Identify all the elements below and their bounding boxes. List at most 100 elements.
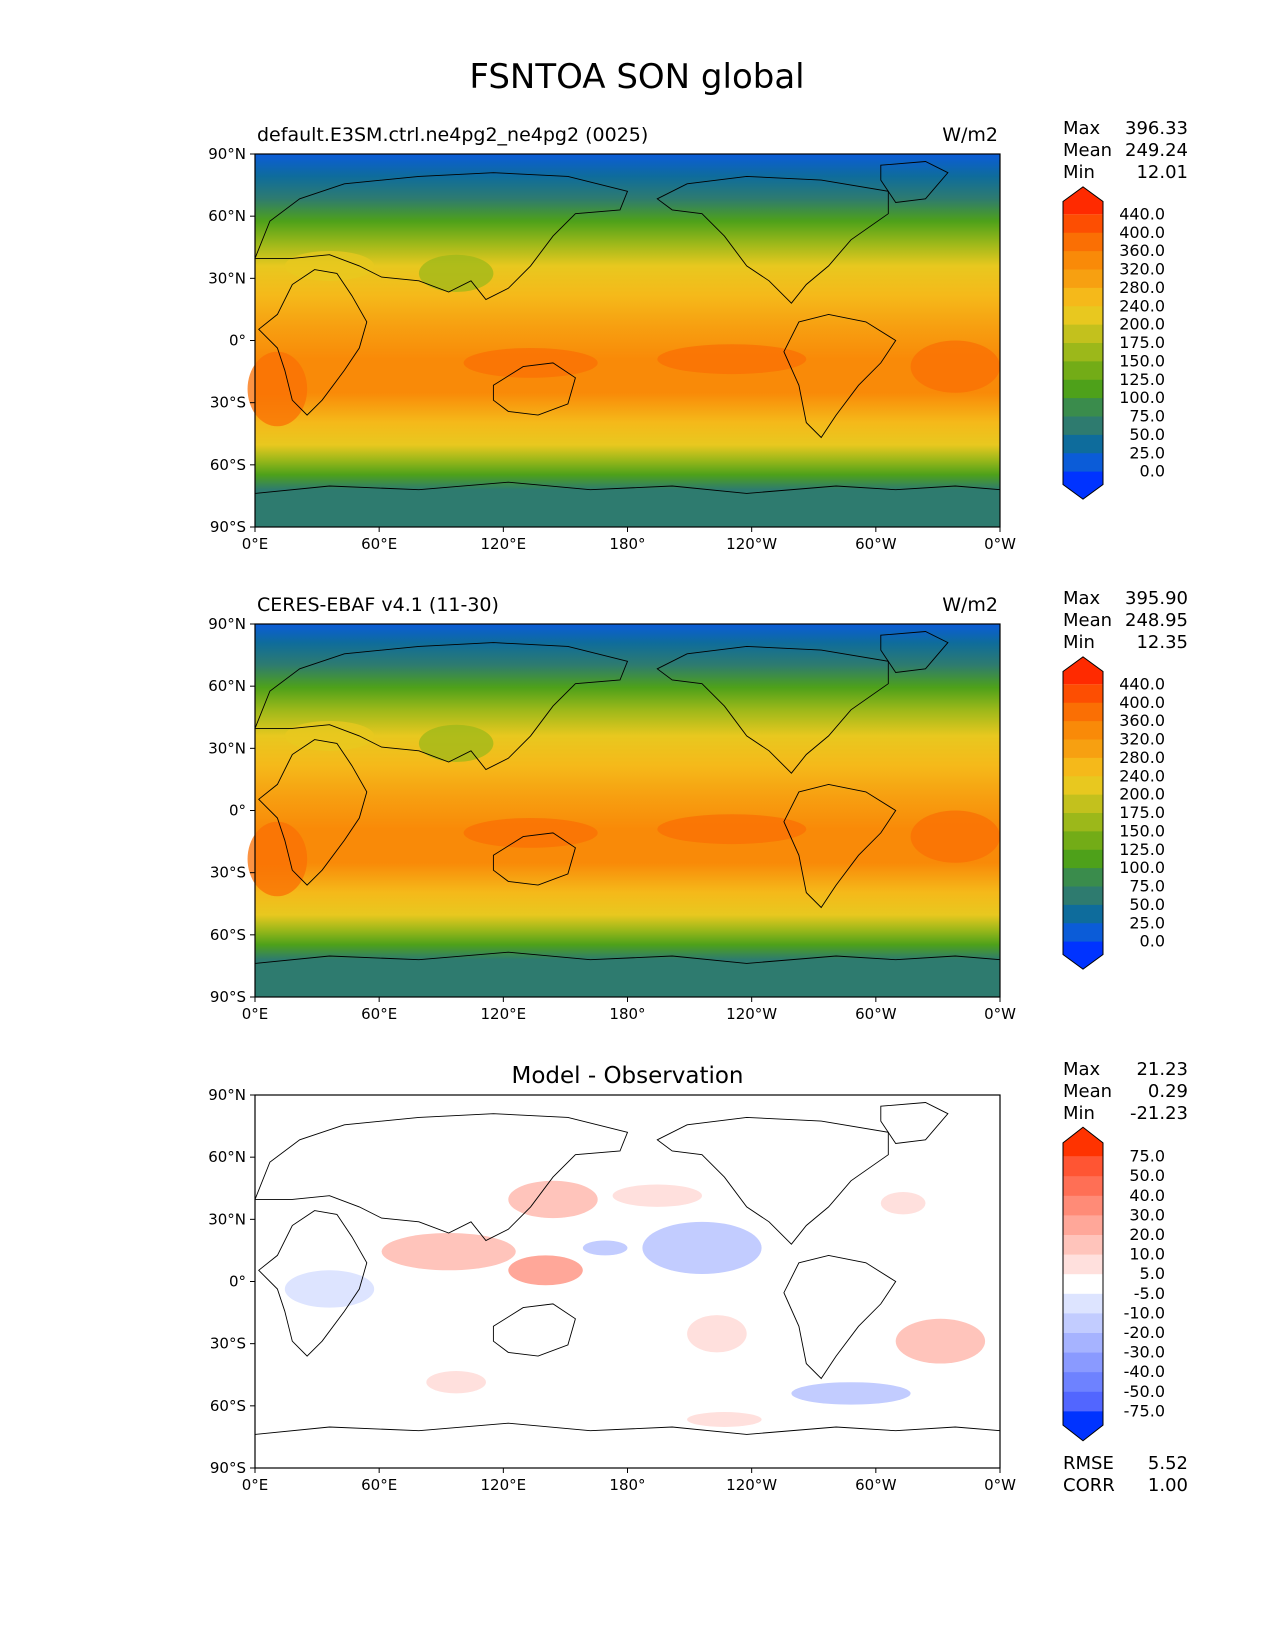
colorbar-segment — [1063, 1274, 1103, 1295]
colorbar-tick-label: 50.0 — [1129, 895, 1165, 914]
colorbar-segment — [1063, 1176, 1103, 1197]
colorbar-tick-label: 240.0 — [1119, 296, 1165, 315]
colorbar-segment — [1063, 453, 1103, 473]
coastline — [492, 832, 576, 886]
colorbar-segment — [1063, 214, 1103, 234]
colorbar-tick-label: 280.0 — [1119, 278, 1165, 297]
x-tick-label: 0°W — [984, 1476, 1016, 1494]
metric-label: RMSE — [1063, 1453, 1114, 1474]
y-tick-label: 30°N — [208, 269, 246, 287]
colorbar-segment — [1063, 868, 1103, 887]
colorbar-segment — [1063, 434, 1103, 454]
colorbar-outline — [1062, 186, 1104, 500]
contour-region — [284, 720, 375, 751]
coastline — [258, 739, 368, 886]
colorbar-segment — [1063, 1235, 1103, 1256]
stat-label: Max — [1063, 588, 1101, 609]
colorbar-tick-label: 0.0 — [1140, 462, 1165, 481]
stat-label: Min — [1063, 162, 1095, 183]
colorbar-segment — [1063, 721, 1103, 740]
colorbar-tick-label: 0.0 — [1140, 932, 1165, 951]
x-tick-label: 0°W — [984, 535, 1016, 553]
panels: 0°E 60°E 120°E 180° 120°W 60°W 0°W 90°N 60°N 30°N… — [208, 118, 1188, 1496]
y-tick-label: 90°S — [210, 988, 246, 1006]
metric-value: 5.52 — [1148, 1453, 1188, 1474]
colorbar-segment — [1063, 287, 1103, 307]
contour-region — [657, 344, 807, 375]
colorbar-tick-label: 125.0 — [1119, 370, 1165, 389]
colorbar-segment — [1063, 1352, 1103, 1373]
colorbar-segment — [1063, 398, 1103, 417]
colorbar-segment — [1063, 186, 1103, 215]
colorbar-tick-label: -75.0 — [1124, 1401, 1165, 1420]
colorbar-tick-label: 20.0 — [1129, 1225, 1165, 1244]
colorbar-segment — [1063, 923, 1103, 943]
y-tick-label: 60°S — [210, 926, 246, 944]
colorbar-tick-label: -10.0 — [1124, 1303, 1165, 1322]
colorbar-segment — [1063, 886, 1103, 906]
y-tick-label: 60°N — [208, 1148, 246, 1166]
page-title: FSNTOA SON global — [469, 57, 804, 97]
colorbar-segment — [1063, 269, 1103, 289]
coastline — [492, 1303, 576, 1357]
colorbar-segment — [1063, 251, 1103, 270]
stat-value: 395.90 — [1125, 588, 1188, 609]
map-field — [255, 624, 1000, 997]
y-tick-label: 0° — [229, 802, 246, 820]
coastline — [254, 642, 629, 771]
y-tick-label: 30°S — [210, 1335, 246, 1353]
colorbar-segment — [1063, 1293, 1103, 1314]
y-tick-label: 60°S — [210, 1397, 246, 1415]
stat-value: 12.01 — [1136, 162, 1188, 183]
contour-region — [910, 810, 1000, 863]
colorbar-tick-label: 150.0 — [1119, 351, 1165, 370]
coastline — [880, 161, 949, 203]
colorbar-segment — [1063, 684, 1103, 704]
anomaly-region — [642, 1221, 762, 1275]
x-tick-label: 0°E — [242, 535, 269, 553]
colorbar-tick-label: 440.0 — [1119, 674, 1165, 693]
map-field — [255, 1095, 1000, 1468]
x-tick-label: 0°W — [984, 1005, 1016, 1023]
colorbar-segment — [1063, 361, 1103, 381]
colorbar-tick-label: 320.0 — [1119, 730, 1165, 749]
anomaly-region — [687, 1412, 762, 1427]
coastline — [656, 1116, 889, 1245]
colorbar-tick-label: 400.0 — [1119, 223, 1165, 242]
colorbar-tick-label: 440.0 — [1119, 204, 1165, 223]
coastline — [254, 1113, 629, 1242]
coastline — [656, 645, 889, 774]
colorbar-segment — [1063, 343, 1103, 362]
x-tick-label: 60°W — [855, 1005, 897, 1023]
colorbar-segment — [1063, 656, 1103, 685]
x-tick-label: 60°W — [855, 1476, 897, 1494]
contour-region — [657, 814, 807, 845]
colorbar-tick-label: 200.0 — [1119, 785, 1165, 804]
colorbar-tick-label: -20.0 — [1124, 1323, 1165, 1342]
colorbar-tick-label: 280.0 — [1119, 748, 1165, 767]
colorbar-tick-label: 25.0 — [1129, 443, 1165, 462]
contour-region — [910, 340, 1000, 393]
colorbar-tick-label: 50.0 — [1129, 425, 1165, 444]
metric-value: 1.00 — [1148, 1475, 1188, 1496]
colorbar-tick-label: 75.0 — [1129, 1147, 1165, 1166]
anomaly-region — [880, 1191, 926, 1215]
colorbar-tick-label: 360.0 — [1119, 241, 1165, 260]
x-tick-label: 180° — [609, 1476, 645, 1494]
colorbar-segment — [1063, 813, 1103, 832]
map-field — [255, 154, 1000, 527]
colorbar-segment — [1063, 904, 1103, 924]
colorbar-tick-label: 40.0 — [1129, 1186, 1165, 1205]
coastline — [254, 172, 629, 301]
anomaly-region — [895, 1318, 986, 1364]
stat-value: 249.24 — [1125, 140, 1188, 161]
colorbar-segment — [1063, 831, 1103, 851]
anomaly-region — [508, 1180, 598, 1219]
stat-label: Mean — [1063, 1081, 1112, 1102]
colorbar-segment — [1063, 794, 1103, 814]
colorbar-tick-label: 175.0 — [1119, 333, 1165, 352]
coastline — [258, 1210, 368, 1357]
colorbar-tick-label: 30.0 — [1129, 1205, 1165, 1224]
coastline — [880, 1102, 949, 1144]
